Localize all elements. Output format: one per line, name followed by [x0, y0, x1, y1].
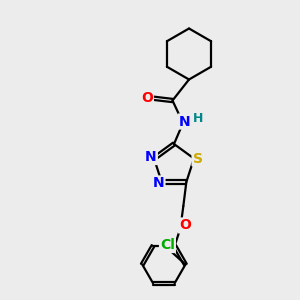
Text: H: H: [193, 112, 203, 125]
Text: N: N: [179, 115, 190, 128]
Text: N: N: [145, 150, 157, 164]
Text: O: O: [179, 218, 191, 233]
Text: S: S: [193, 152, 202, 166]
Text: N: N: [153, 176, 164, 190]
Text: O: O: [141, 91, 153, 104]
Text: Cl: Cl: [160, 238, 175, 252]
